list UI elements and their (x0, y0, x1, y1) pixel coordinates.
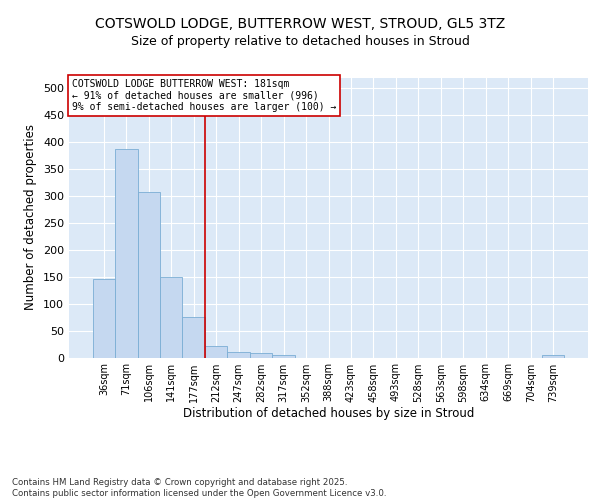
Y-axis label: Number of detached properties: Number of detached properties (25, 124, 37, 310)
Text: COTSWOLD LODGE BUTTERROW WEST: 181sqm
← 91% of detached houses are smaller (996): COTSWOLD LODGE BUTTERROW WEST: 181sqm ← … (71, 79, 336, 112)
Bar (182, 317, 205, 358)
Bar (137, 192, 160, 358)
Bar (115, 148, 137, 358)
X-axis label: Distribution of detached houses by size in Stroud: Distribution of detached houses by size … (183, 408, 474, 420)
Bar (160, 276, 182, 357)
Text: COTSWOLD LODGE, BUTTERROW WEST, STROUD, GL5 3TZ: COTSWOLD LODGE, BUTTERROW WEST, STROUD, … (95, 18, 505, 32)
Bar (272, 355, 295, 358)
Text: Size of property relative to detached houses in Stroud: Size of property relative to detached ho… (131, 35, 469, 48)
Bar (92, 280, 115, 357)
Bar (227, 352, 250, 358)
Bar (542, 355, 565, 358)
Bar (250, 353, 272, 358)
Bar (205, 346, 227, 358)
Text: Contains HM Land Registry data © Crown copyright and database right 2025.
Contai: Contains HM Land Registry data © Crown c… (12, 478, 386, 498)
